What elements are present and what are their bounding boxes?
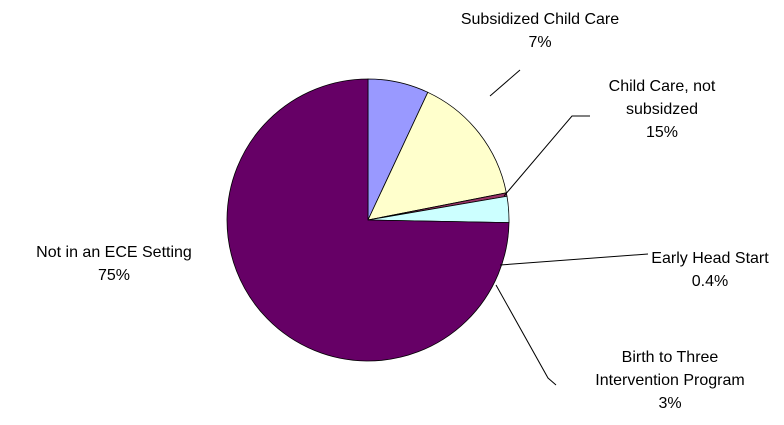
slice-label-line-not-in-an-ece-setting: Not in an ECE Setting: [36, 244, 192, 261]
slice-label-line-birth-to-three-intervention-program: Birth to Three: [622, 349, 719, 366]
slice-percent-subsidized-child-care: 7%: [528, 34, 551, 51]
leader-line-child-care-not-subsidzed: [503, 115, 590, 197]
leader-line-subsidized-child-care: [489, 69, 521, 97]
slice-percent-not-in-an-ece-setting: 75%: [98, 267, 130, 284]
slice-label-line-child-care-not-subsidzed: Child Care, not: [609, 78, 716, 95]
leader-line-early-head-start: [499, 253, 649, 266]
slice-label-subsidized-child-care: Subsidized Child Care 7%: [461, 11, 619, 51]
slice-label-child-care-not-subsidzed: Child Care, not subsidzed 15%: [609, 78, 716, 141]
slice-labels: Subsidized Child Care 7% Child Care, not su…: [36, 11, 769, 412]
slice-label-line-subsidized-child-care: Subsidized Child Care: [461, 11, 619, 28]
leader-line-birth-to-three-intervention-program: [495, 284, 557, 386]
leader-lines: [489, 69, 649, 386]
slice-percent-early-head-start: 0.4%: [692, 273, 728, 290]
slice-label-not-in-an-ece-setting: Not in an ECE Setting 75%: [36, 244, 192, 284]
slice-label-line-birth-to-three-intervention-program: Intervention Program: [595, 372, 744, 389]
slice-label-line-early-head-start: Early Head Start: [651, 250, 769, 267]
slice-percent-birth-to-three-intervention-program: 3%: [658, 395, 681, 412]
slice-percent-child-care-not-subsidzed: 15%: [646, 124, 678, 141]
slice-label-early-head-start: Early Head Start 0.4%: [651, 250, 769, 290]
pie-slice-not-in-an-ece-setting: [226, 78, 510, 362]
pie-slices: [226, 78, 510, 362]
slice-label-line-child-care-not-subsidzed: subsidzed: [626, 101, 698, 118]
pie-slice-child-care-not-subsidzed: [367, 91, 507, 221]
slice-label-birth-to-three-intervention-program: Birth to Three Intervention Program 3%: [595, 349, 744, 412]
